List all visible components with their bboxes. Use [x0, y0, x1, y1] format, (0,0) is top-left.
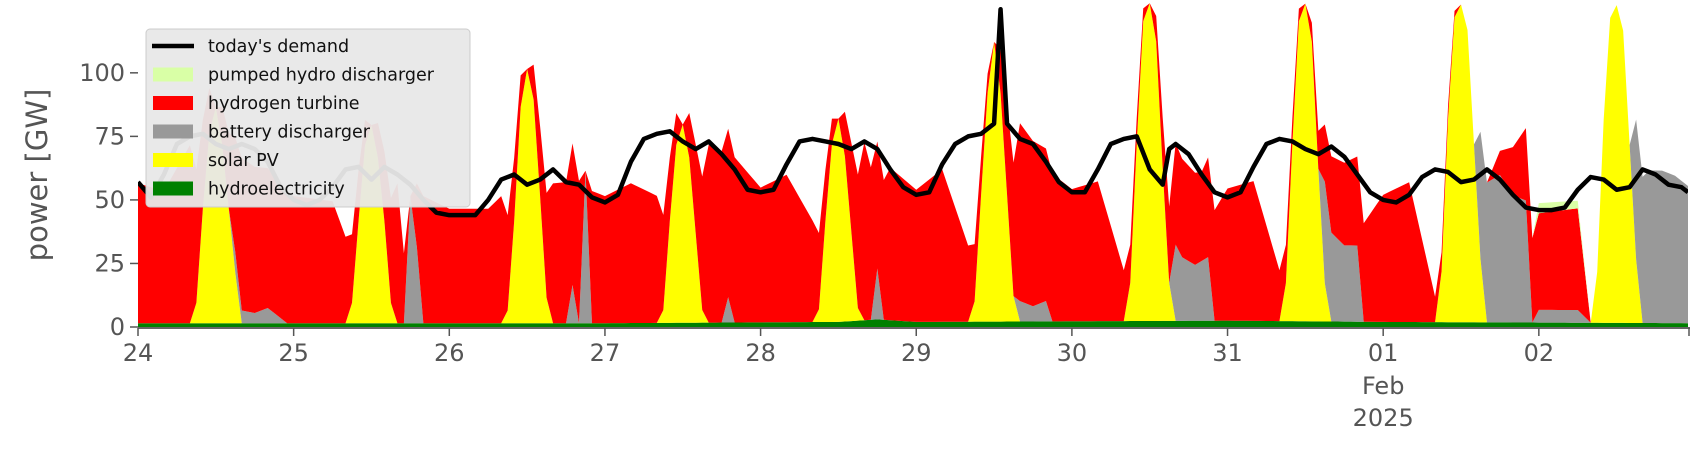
legend-label-today-s-demand: today's demand: [208, 37, 349, 57]
legend-swatch-hydroelectricity: [153, 181, 193, 196]
legend: today's demand pumped hydro discharger hyd…: [145, 28, 471, 208]
area-hydrogen-turbine: [138, 3, 1688, 324]
legend-swatch-battery-discharger: [153, 124, 193, 139]
x-tick-label: 27: [590, 339, 621, 367]
y-tick-label: 25: [94, 249, 125, 277]
x-tick-label: 30: [1057, 339, 1088, 367]
y-tick-label: 0: [110, 313, 125, 341]
axes: 0 25 50 75 100 24 25 26 27 28 29 30 31 01 Feb 2025 02: [79, 59, 1690, 432]
legend-label-hydroelectricity: hydroelectricity: [208, 180, 345, 200]
legend-label-hydrogen-turbine: hydrogen turbine: [208, 94, 360, 114]
legend-swatch-solar-pv: [153, 153, 193, 167]
x-tick-sublabel: 2025: [1353, 404, 1414, 432]
x-tick-label: 02: [1524, 339, 1555, 367]
x-tick-label: 01: [1368, 339, 1399, 367]
x-tick-label: 25: [278, 339, 309, 367]
legend-swatch-pumped-hydro-discharger: [153, 67, 193, 82]
y-tick-label: 75: [94, 122, 125, 150]
area-solar-pv: [138, 3, 1688, 324]
y-axis-label: power [GW]: [20, 89, 54, 262]
x-tick-label: 26: [434, 339, 465, 367]
y-tick-label: 100: [79, 59, 125, 87]
legend-label-battery-discharger: battery discharger: [208, 123, 371, 143]
x-tick-label: 29: [901, 339, 932, 367]
legend-box: [145, 28, 471, 208]
area-hydroelectricity: [138, 319, 1688, 327]
stacked-areas: [138, 3, 1688, 327]
legend-swatch-hydrogen-turbine: [153, 96, 193, 110]
x-tick-sublabel: Feb: [1362, 372, 1405, 400]
legend-label-solar-pv: solar PV: [208, 151, 279, 171]
x-tick-label: 24: [123, 339, 154, 367]
legend-label-pumped-hydro-discharger: pumped hydro discharger: [208, 66, 435, 86]
x-tick-label: 31: [1212, 339, 1243, 367]
y-tick-label: 50: [94, 186, 125, 214]
x-tick-label: 28: [745, 339, 776, 367]
